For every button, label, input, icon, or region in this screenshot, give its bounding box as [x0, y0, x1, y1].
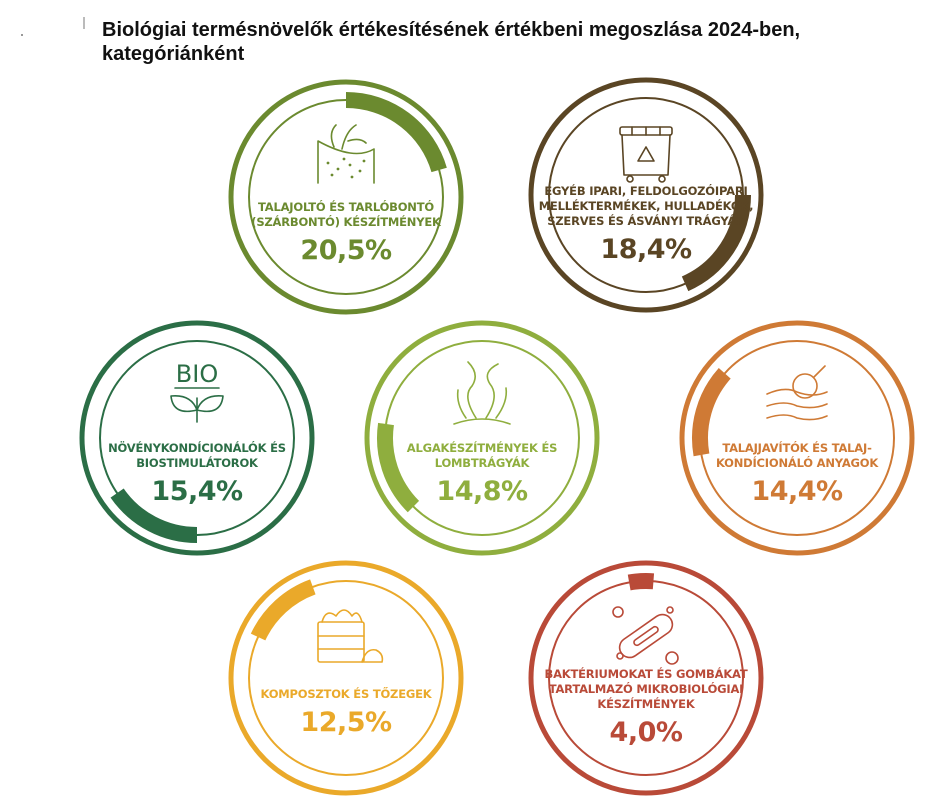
category-label: KONDÍCIONÁLÓ ANYAGOK [716, 455, 879, 470]
category-donut: EGYÉB IPARI, FELDOLGOZÓIPARIMELLÉKTERMÉK… [528, 77, 764, 313]
category-label: LOMBTRÁGYÁK [435, 455, 531, 470]
decorative-dot [21, 34, 23, 36]
value-arc [681, 194, 751, 292]
donut-outer-ring [679, 320, 915, 556]
value-arc [692, 367, 731, 457]
category-label: TALAJJAVÍTÓK ÉS TALAJ- [722, 440, 872, 455]
category-donut: TALAJOLTÓ ÉS TARLÓBONTÓ(SZÁRBONTÓ) KÉSZÍ… [228, 79, 464, 315]
value-arc [627, 573, 655, 591]
value-arc [250, 579, 316, 641]
value-label: 18,4% [600, 234, 692, 265]
donut-inner-ring [248, 580, 444, 776]
category-label: BAKTÉRIUMOKAT ÉS GOMBÁKAT [545, 666, 748, 681]
seaweed-icon [453, 361, 511, 425]
category-label: (SZÁRBONTÓ) KÉSZÍTMÉNYEK [251, 214, 442, 229]
category-label: KÉSZÍTMÉNYEK [597, 696, 695, 711]
value-label: 12,5% [300, 707, 392, 738]
category-label: NÖVÉNYKONDÍCIONÁLÓK ÉS [108, 440, 286, 455]
category-donut: TALAJJAVÍTÓK ÉS TALAJ-KONDÍCIONÁLÓ ANYAG… [679, 320, 915, 556]
value-label: 15,4% [151, 476, 243, 507]
donut-outer-ring [528, 560, 764, 796]
category-label: MELLÉKTERMÉKEK, HULLADÉKOK, [539, 198, 754, 213]
recycling-container-icon [619, 126, 673, 183]
bio-icon-text: BIO [176, 360, 218, 388]
category-donut: KOMPOSZTOK ÉS TŐZEGEK 12,5% [228, 560, 464, 796]
soil-magnifier-icon [766, 365, 828, 421]
donut-outer-ring [228, 560, 464, 796]
value-label: 14,4% [751, 476, 843, 507]
category-label: TARTALMAZÓ MIKROBIOLÓGIAI [549, 681, 744, 696]
category-label: SZERVES ÉS ÁSVÁNYI TRÁGYÁK [547, 213, 746, 228]
value-arc [110, 488, 198, 543]
bacterium-icon [612, 606, 679, 665]
compost-crate-icon [317, 609, 384, 663]
value-label: 14,8% [436, 476, 528, 507]
chart-title: Biológiai termésnövelők értékesítésének … [102, 19, 801, 65]
donut-outer-ring [528, 77, 764, 313]
value-label: 4,0% [610, 717, 683, 748]
donut-outer-ring [79, 320, 315, 556]
category-donut: BIO NÖVÉNYKONDÍCIONÁLÓK ÉSBIOSTIMULÁTOROK… [79, 320, 315, 556]
donut-outer-ring [228, 79, 464, 315]
category-label: EGYÉB IPARI, FELDOLGOZÓIPARI [544, 183, 747, 198]
category-label: BIOSTIMULÁTOROK [136, 455, 259, 470]
donut-outer-ring [364, 320, 600, 556]
value-arc [377, 422, 420, 513]
bio-leaves-icon: BIO [170, 360, 224, 423]
value-label: 20,5% [300, 235, 392, 266]
value-arc [345, 92, 447, 173]
decorative-mark [83, 17, 85, 29]
category-label: KOMPOSZTOK ÉS TŐZEGEK [261, 686, 433, 701]
category-label: ALGAKÉSZÍTMÉNYEK ÉS [407, 440, 557, 455]
category-label: TALAJOLTÓ ÉS TARLÓBONTÓ [258, 199, 434, 214]
soil-sprout-icon [317, 124, 375, 184]
